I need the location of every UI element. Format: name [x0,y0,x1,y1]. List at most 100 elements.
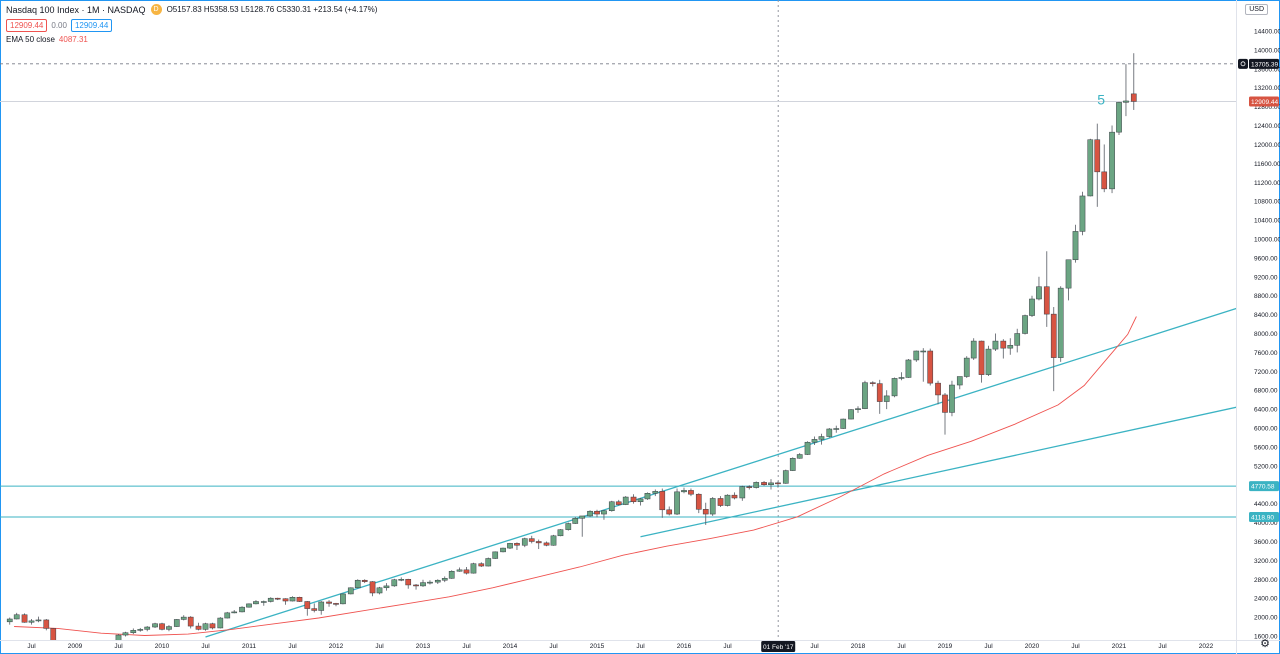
candle-body [427,581,433,584]
x-tick-label: Jul [27,643,36,650]
candle-body [543,542,550,546]
candle-body [420,582,426,587]
candle [376,586,383,595]
candle [514,542,520,550]
y-tick-label: 14400.00 [1254,29,1280,36]
candle [992,333,999,351]
candle [1079,191,1086,236]
candle-body [587,510,593,517]
x-tick-label: 2015 [590,643,605,650]
candle [681,487,687,494]
candle-body [709,498,716,515]
candle-body [739,486,746,499]
candle-body [848,409,854,420]
candle-body [21,614,28,623]
candle [608,500,615,512]
indicator-legend[interactable]: EMA 50 close 4087.31 [6,35,88,44]
x-tick-label: Jul [375,643,384,650]
x-tick-label: Jul [810,643,819,650]
candle-body [500,547,506,553]
candle [507,542,513,550]
candle-body [1079,195,1086,232]
candle [768,479,774,490]
candle [855,406,861,413]
candle-body [521,538,528,546]
candle-body [818,436,825,440]
candle-body [289,596,296,602]
candle-body [572,518,579,524]
price-axis-tag[interactable]: 4770.58 [1249,481,1279,492]
candle-body [159,623,165,630]
candle-body [782,470,789,484]
ema-line [14,316,1137,636]
candle [949,380,955,417]
candle [1014,328,1021,353]
candle [144,626,151,632]
candle-body [768,482,774,485]
candle-body [94,647,99,653]
indicator-value: 4087.31 [58,35,88,44]
y-tick-label: 9600.00 [1254,255,1278,262]
price-axis-tag[interactable]: 12909.44 [1249,96,1279,107]
candle [1094,123,1101,207]
eye-icon[interactable] [1238,58,1248,69]
x-tick-label: Jul [201,643,210,650]
candle [1065,259,1072,301]
x-tick-label: 2009 [68,643,83,650]
wave-label[interactable]: 5 [1097,91,1105,107]
trendline[interactable] [205,307,1241,638]
settings-gear-icon[interactable]: ⚙ [1260,638,1270,650]
candle [180,615,187,621]
currency-label[interactable]: USD [1245,4,1268,15]
candle-body [260,601,267,603]
candle-body [405,579,412,586]
candle-body [1072,231,1079,261]
candle [775,481,781,488]
candle-body [478,563,485,567]
sell-price-box[interactable]: 12909.44 [6,19,48,32]
candle-body [383,585,390,589]
x-tick-label: Jul [1071,643,1080,650]
candle [920,348,927,382]
x-tick-label: Jul [1158,643,1167,650]
candle-body [441,578,448,581]
candle [173,618,180,628]
candle [804,441,811,455]
candle [942,393,948,435]
candle [898,372,905,381]
candle [587,510,593,517]
trendline[interactable] [640,406,1241,538]
candle-body [115,634,122,640]
candle-body [1109,131,1115,190]
candle-body [333,603,339,605]
candle-body [761,482,767,485]
buy-price-box[interactable]: 12909.44 [70,19,113,32]
price-axis-tag[interactable]: 4118.90 [1249,511,1279,522]
candle [434,579,441,585]
y-tick-label: 5600.00 [1254,444,1278,451]
candle-body [239,606,245,613]
candle [594,509,600,518]
candle-body [180,616,187,620]
candle [50,627,57,640]
symbol-title[interactable]: Nasdaq 100 Index · 1M · NASDAQ [6,4,146,15]
candle-body [173,619,180,627]
candle [340,593,346,605]
candle [709,497,716,516]
plot-area: 5 [0,0,1241,653]
candle [1043,251,1050,327]
candle-body [326,601,332,604]
candle [130,628,137,635]
candle-body [942,394,948,413]
candle-body [615,501,622,505]
price-axis-tag[interactable]: 13705.39 [1238,58,1279,69]
candle-body [528,538,535,542]
candle [231,610,238,614]
candle-body [804,441,811,455]
candle [674,488,680,515]
candle [246,603,252,608]
candle-body [354,579,361,589]
candle-body [369,581,376,594]
candle [304,601,311,616]
